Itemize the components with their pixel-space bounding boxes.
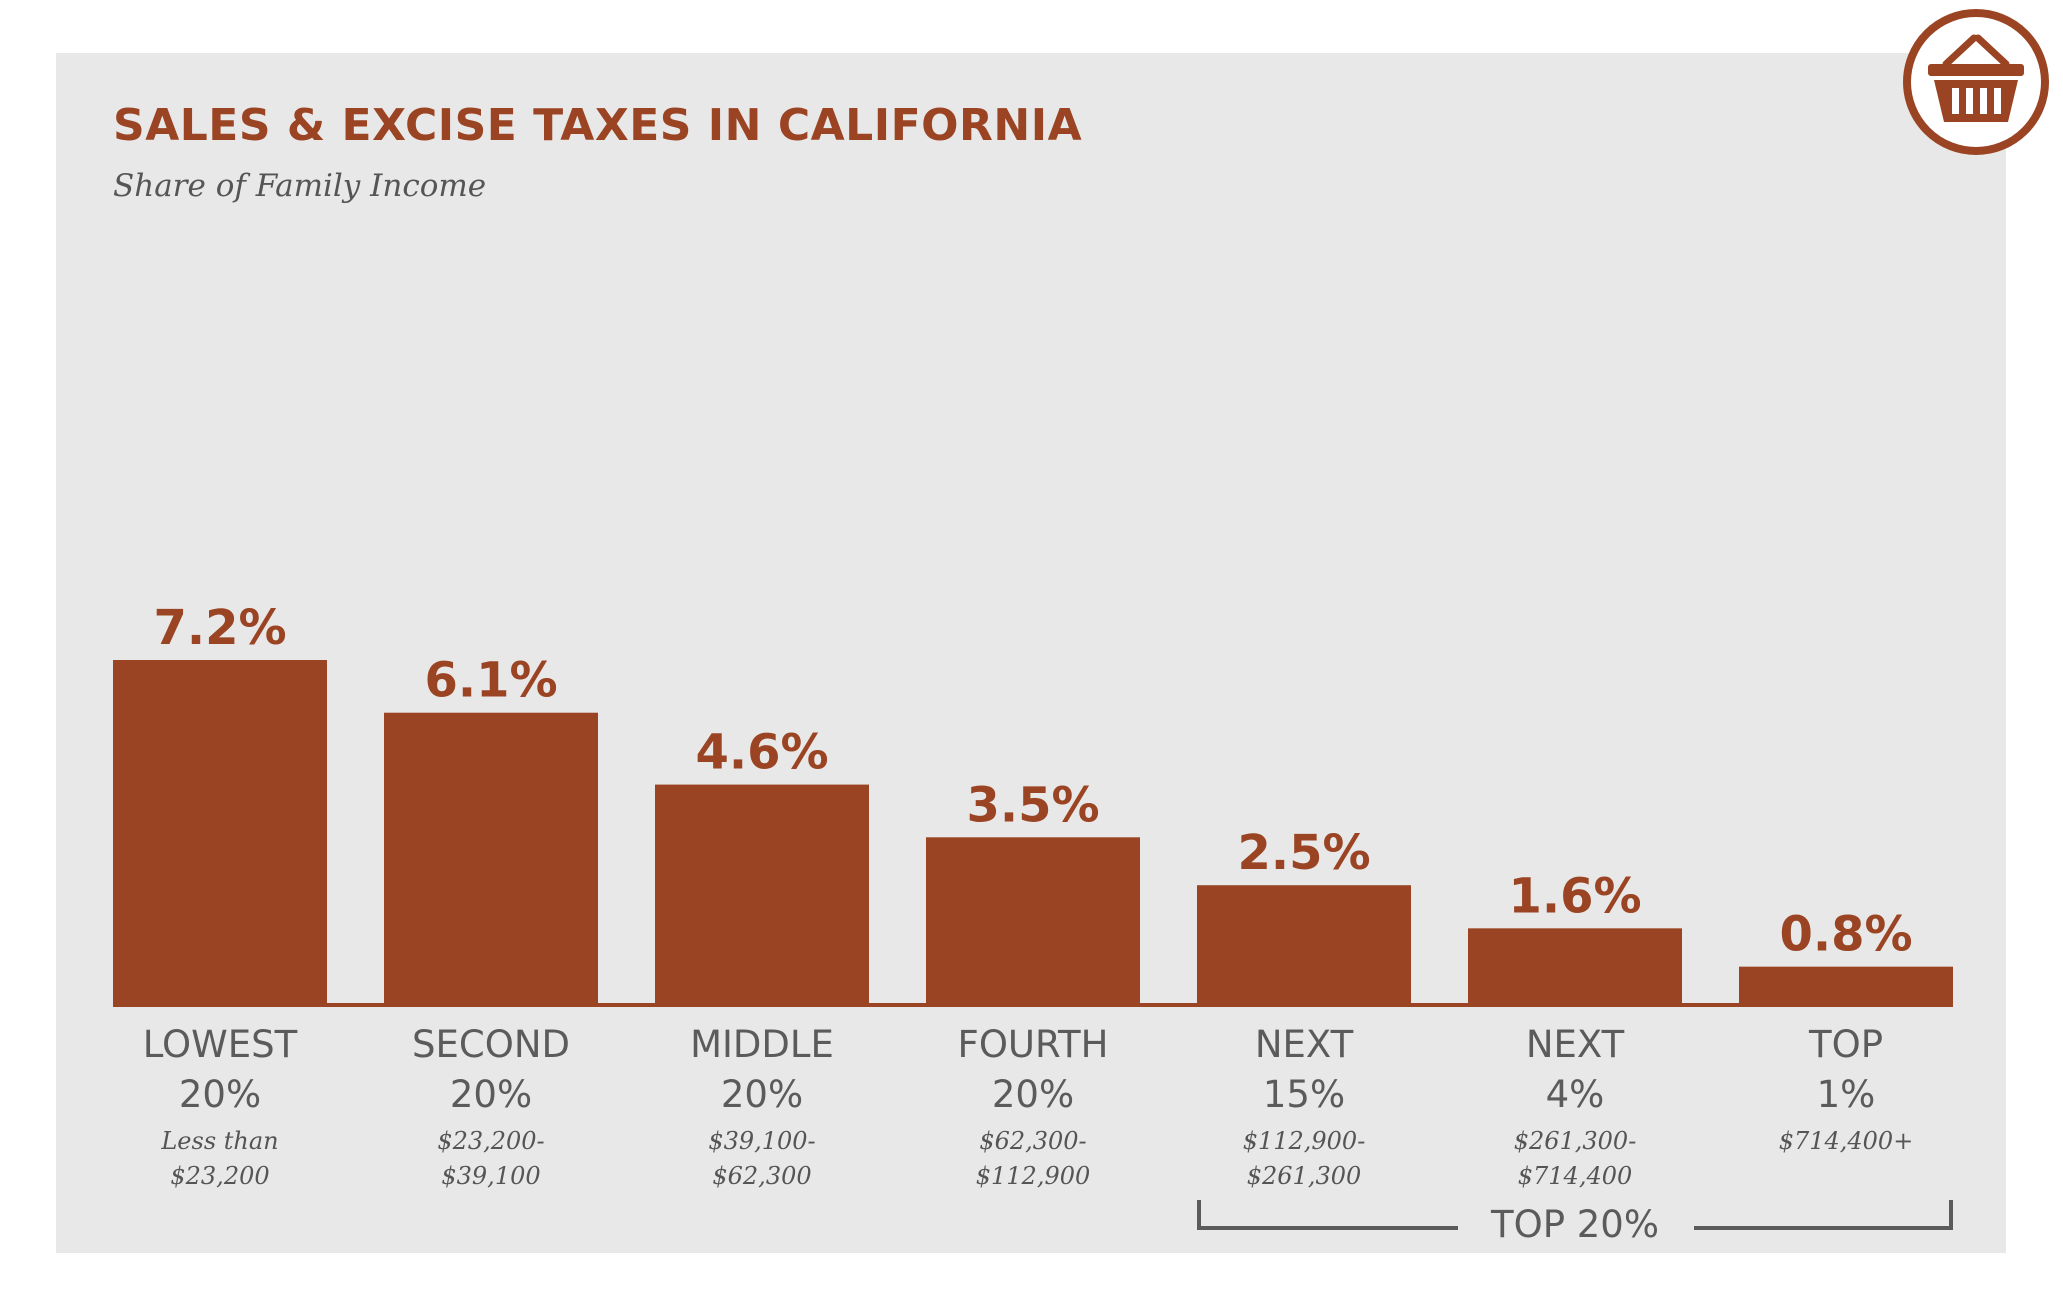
category-share: 20% [991, 1073, 1075, 1116]
income-range-line: $261,300- [1513, 1127, 1637, 1155]
category-name: SECOND [412, 1023, 570, 1066]
chart-title: SALES & EXCISE TAXES IN CALIFORNIA [113, 100, 1083, 151]
income-range-line: $261,300 [1246, 1162, 1362, 1190]
category-label-7: TOP 1% $714,400+ [1711, 1020, 1981, 1159]
income-range-line: $112,900- [1242, 1127, 1366, 1155]
category-share: 20% [178, 1073, 262, 1116]
shopping-basket-icon [1903, 9, 2049, 155]
bar-6 [1468, 928, 1682, 1005]
income-range-line: Less than [161, 1127, 279, 1155]
bar-4 [926, 837, 1140, 1005]
value-label-2: 6.1% [424, 653, 557, 709]
value-label-7: 0.8% [1779, 907, 1912, 963]
category-name: NEXT [1525, 1023, 1625, 1066]
category-name: LOWEST [142, 1023, 298, 1066]
bar-3 [655, 784, 869, 1005]
income-range-line: $62,300- [979, 1127, 1087, 1155]
category-label-2: SECOND 20% $23,200- $39,100 [356, 1020, 626, 1194]
value-label-3: 4.6% [695, 725, 828, 781]
chart-panel [56, 53, 2006, 1253]
category-share: 20% [449, 1073, 533, 1116]
bar-1 [113, 660, 327, 1005]
income-range-line: $39,100- [708, 1127, 816, 1155]
income-range-line: $112,900 [975, 1162, 1091, 1190]
income-range-line: $39,100 [441, 1162, 541, 1190]
category-share: 4% [1545, 1073, 1605, 1116]
value-label-1: 7.2% [153, 600, 286, 656]
category-label-3: MIDDLE 20% $39,100- $62,300 [627, 1020, 897, 1194]
bar-7 [1739, 966, 1953, 1005]
category-share: 1% [1816, 1073, 1876, 1116]
income-range-line: $23,200 [170, 1162, 270, 1190]
category-label-5: NEXT 15% $112,900- $261,300 [1169, 1020, 1439, 1194]
category-name: NEXT [1254, 1023, 1354, 1066]
income-range-line: $714,400+ [1778, 1127, 1914, 1155]
bar-2 [384, 712, 598, 1005]
category-name: FOURTH [957, 1023, 1109, 1066]
category-share: 20% [720, 1073, 804, 1116]
category-label-1: LOWEST 20% Less than $23,200 [85, 1020, 355, 1194]
category-label-6: NEXT 4% $261,300- $714,400 [1440, 1020, 1710, 1194]
category-label-4: FOURTH 20% $62,300- $112,900 [898, 1020, 1168, 1194]
top-20-bracket-line [1197, 1200, 1953, 1230]
income-range-line: $23,200- [437, 1127, 545, 1155]
bar-5 [1197, 885, 1411, 1005]
top-20-bracket-label: TOP 20% [1490, 1203, 1660, 1246]
value-label-6: 1.6% [1508, 868, 1641, 924]
category-share: 15% [1262, 1073, 1346, 1116]
chart-subtitle: Share of Family Income [113, 168, 487, 204]
income-range-line: $714,400 [1517, 1162, 1633, 1190]
category-name: MIDDLE [690, 1023, 834, 1066]
income-range-line: $62,300 [712, 1162, 812, 1190]
value-label-5: 2.5% [1237, 825, 1370, 881]
category-name: TOP [1808, 1023, 1884, 1066]
value-label-4: 3.5% [966, 777, 1099, 833]
